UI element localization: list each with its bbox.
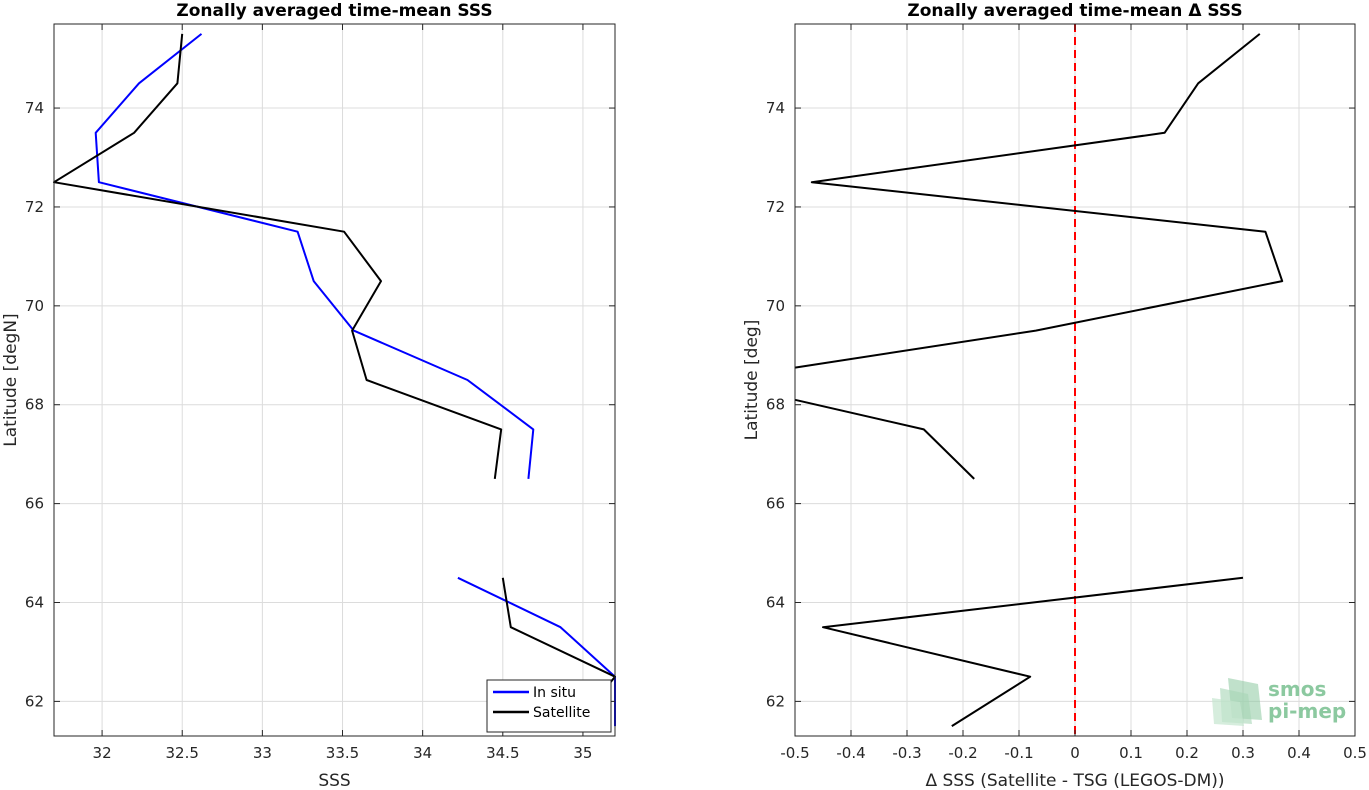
x-tick-label: 33 — [253, 744, 272, 762]
y-tick-label: 62 — [25, 692, 44, 710]
logo-line2: pi-mep — [1268, 699, 1346, 723]
legend: In situ Satellite — [486, 679, 612, 733]
panel-right-delta-sss: -0.5 -0.4 -0.3 -0.2 -0.1 0 0.1 0.2 0.3 0.4 0.5 62 64… — [742, 1, 1367, 790]
x-tick-label: 33.5 — [326, 744, 359, 762]
y-tick-label: 74 — [766, 99, 785, 117]
x-tick-label: 34.5 — [486, 744, 519, 762]
y-tick-label: 64 — [25, 594, 44, 612]
series-line-satellite-segment-2 — [501, 577, 616, 688]
y-axis-label: Latitude [degN] — [1, 313, 21, 446]
x-axis-label: SSS — [318, 771, 350, 790]
chart-title: Zonally averaged time-mean Δ SSS — [907, 1, 1242, 21]
axes-frame — [53, 23, 616, 737]
x-tick-label: 0.3 — [1231, 744, 1255, 762]
series-line-delta-segment-1 — [794, 33, 1284, 369]
x-tick-label: 0.5 — [1343, 744, 1367, 762]
x-tick-label: 0.2 — [1175, 744, 1199, 762]
y-tick-label: 68 — [766, 396, 785, 414]
x-tick-label: -0.3 — [892, 744, 921, 762]
x-tick-label: 35 — [573, 744, 592, 762]
x-tick-label: -0.5 — [780, 744, 809, 762]
y-tick-label: 66 — [25, 495, 44, 513]
y-tick-label: 68 — [25, 396, 44, 414]
x-tick-label: -0.1 — [1004, 744, 1033, 762]
y-tick-label: 70 — [766, 297, 785, 315]
logo-line1: smos — [1268, 677, 1326, 701]
legend-entry: In situ — [533, 685, 576, 701]
chart-title: Zonally averaged time-mean SSS — [176, 1, 492, 21]
smos-pi-mep-logo: smos pi-mep — [1212, 677, 1346, 726]
y-tick-label: 64 — [766, 594, 785, 612]
x-tick-label: 0 — [1070, 744, 1080, 762]
y-tick-label: 72 — [25, 198, 44, 216]
y-tick-label: 66 — [766, 495, 785, 513]
x-tick-label: 0.4 — [1287, 744, 1311, 762]
legend-entry: Satellite — [533, 705, 590, 721]
y-tick-label: 70 — [25, 297, 44, 315]
y-tick-label: 72 — [766, 198, 785, 216]
panel-left-sss: 32 32.5 33 33.5 34 34.5 35 62 64 66 68 70 72 74 Zonall… — [1, 1, 616, 790]
x-tick-label: 32 — [93, 744, 112, 762]
series-line-delta-segment-2 — [794, 398, 975, 480]
series-line-satellite-segment-1 — [53, 33, 503, 480]
x-tick-label: 32.5 — [166, 744, 199, 762]
x-tick-label: 34 — [413, 744, 432, 762]
legend-box — [486, 679, 612, 733]
y-tick-label: 62 — [766, 692, 785, 710]
series-line-in-situ-segment-1 — [94, 33, 535, 479]
y-tick-label: 74 — [25, 99, 44, 117]
y-axis-label: Latitude [deg] — [742, 320, 762, 441]
series-line-delta-segment-3 — [822, 576, 1244, 727]
x-tick-label: 0.1 — [1119, 744, 1143, 762]
x-tick-label: -0.2 — [948, 744, 977, 762]
x-axis-label: Δ SSS (Satellite - TSG (LEGOS-DM)) — [925, 771, 1224, 790]
x-tick-label: -0.4 — [836, 744, 865, 762]
